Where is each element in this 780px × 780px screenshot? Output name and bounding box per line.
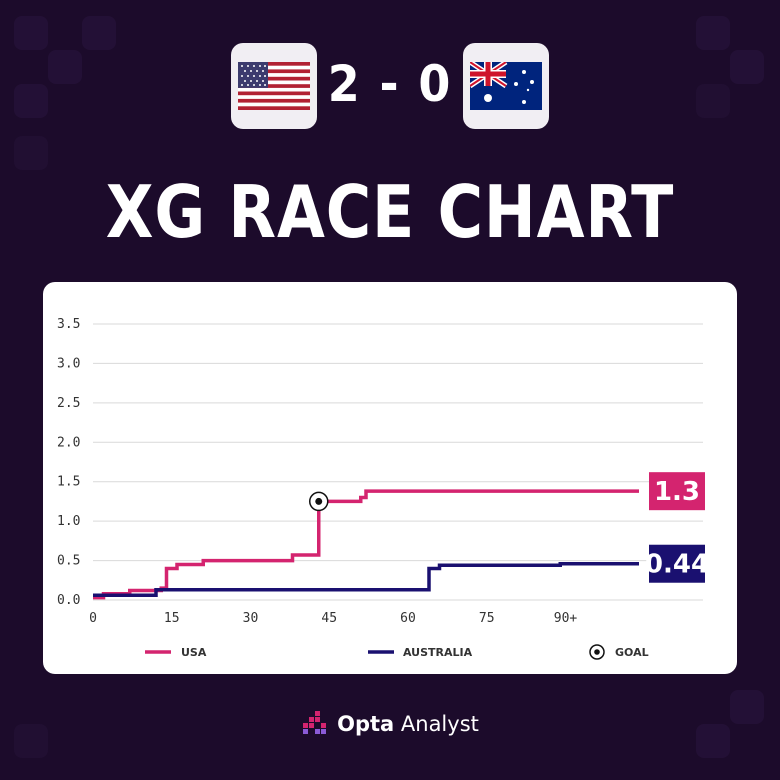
home-score: 2 bbox=[327, 55, 362, 113]
australia-xg-line bbox=[93, 561, 639, 598]
home-team-flag-card bbox=[231, 43, 317, 129]
opta-logo-icon bbox=[303, 711, 327, 734]
usa-final-label-box bbox=[649, 472, 705, 511]
legend-goal-icon bbox=[589, 644, 605, 660]
usa-flag-icon bbox=[238, 62, 310, 110]
legend-usa-label: USA bbox=[181, 646, 207, 659]
y-tick-label: 1.0 bbox=[57, 514, 80, 529]
score-separator: - bbox=[379, 55, 401, 113]
x-tick-label: 30 bbox=[243, 611, 259, 626]
australia-final-label: 0.44 bbox=[645, 544, 709, 583]
brand-name-light: Analyst bbox=[400, 712, 479, 736]
y-tick-label: 0.5 bbox=[57, 554, 80, 569]
x-tick-label: 90+ bbox=[554, 611, 578, 626]
chart-card: 0.0 0.5 1.0 1.5 2.0 2.5 3.0 3.5 0 15 30 45 60 75 90+ 1… bbox=[43, 282, 737, 674]
away-team-flag-card bbox=[463, 43, 549, 129]
brand-name: Opta Analyst bbox=[337, 712, 479, 736]
legend-australia-label: AUSTRALIA bbox=[403, 646, 473, 659]
goal-marker-icon bbox=[309, 491, 329, 512]
x-tick-label: 75 bbox=[479, 611, 495, 626]
y-tick-label: 2.0 bbox=[57, 435, 80, 450]
legend-goal-label: GOAL bbox=[615, 646, 649, 659]
y-tick-label: 0.0 bbox=[57, 593, 80, 608]
chart-title: XG RACE CHART bbox=[105, 170, 675, 254]
y-tick-label: 3.5 bbox=[57, 317, 80, 332]
y-tick-label: 3.0 bbox=[57, 356, 80, 371]
x-tick-label: 15 bbox=[164, 611, 180, 626]
usa-final-label-text: 1.3 bbox=[654, 477, 700, 507]
brand-footer: Opta Analyst bbox=[0, 709, 780, 739]
y-tick-label: 2.5 bbox=[57, 396, 80, 411]
australia-final-label-box bbox=[649, 544, 705, 583]
x-tick-label: 0 bbox=[89, 611, 97, 626]
brand-name-bold: Opta bbox=[337, 712, 395, 736]
usa-final-label: 1.3 bbox=[649, 472, 705, 511]
scoreboard: 2 - 0 bbox=[0, 43, 780, 131]
australia-flag-icon bbox=[470, 62, 542, 110]
xg-race-chart: 0.0 0.5 1.0 1.5 2.0 2.5 3.0 3.5 0 15 30 45 60 75 90+ 1… bbox=[57, 317, 709, 660]
australia-final-label-text: 0.44 bbox=[645, 550, 709, 580]
x-tick-label: 60 bbox=[400, 611, 416, 626]
y-tick-label: 1.5 bbox=[57, 475, 80, 490]
x-tick-label: 45 bbox=[321, 611, 337, 626]
scoreline: 2 - 0 bbox=[324, 55, 456, 113]
usa-xg-line bbox=[93, 489, 639, 600]
away-score: 0 bbox=[418, 55, 453, 113]
